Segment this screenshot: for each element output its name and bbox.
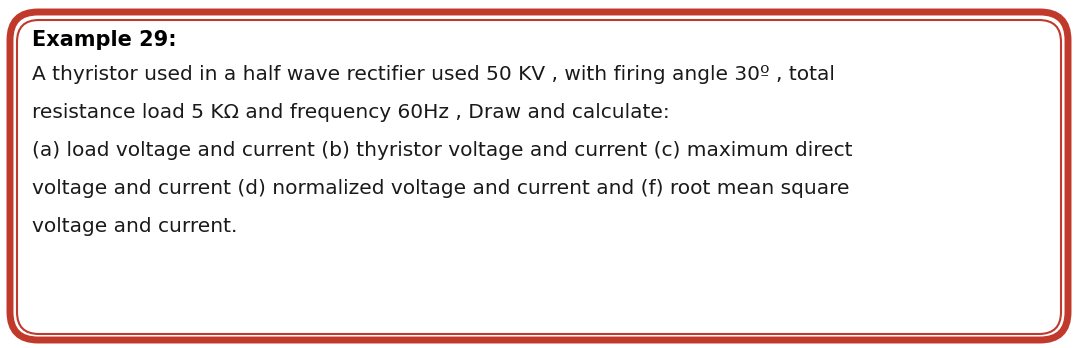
FancyBboxPatch shape bbox=[10, 12, 1068, 340]
Text: voltage and current (d) normalized voltage and current and (f) root mean square: voltage and current (d) normalized volta… bbox=[32, 179, 850, 198]
Text: voltage and current.: voltage and current. bbox=[32, 217, 238, 236]
Text: resistance load 5 KΩ and frequency 60Hz , Draw and calculate:: resistance load 5 KΩ and frequency 60Hz … bbox=[32, 103, 670, 122]
Text: (a) load voltage and current (b) thyristor voltage and current (c) maximum direc: (a) load voltage and current (b) thyrist… bbox=[32, 141, 852, 160]
Text: A thyristor used in a half wave rectifier used 50 KV , with firing angle 30º , t: A thyristor used in a half wave rectifie… bbox=[32, 65, 835, 84]
Text: Example 29:: Example 29: bbox=[32, 30, 177, 50]
FancyBboxPatch shape bbox=[17, 20, 1061, 334]
